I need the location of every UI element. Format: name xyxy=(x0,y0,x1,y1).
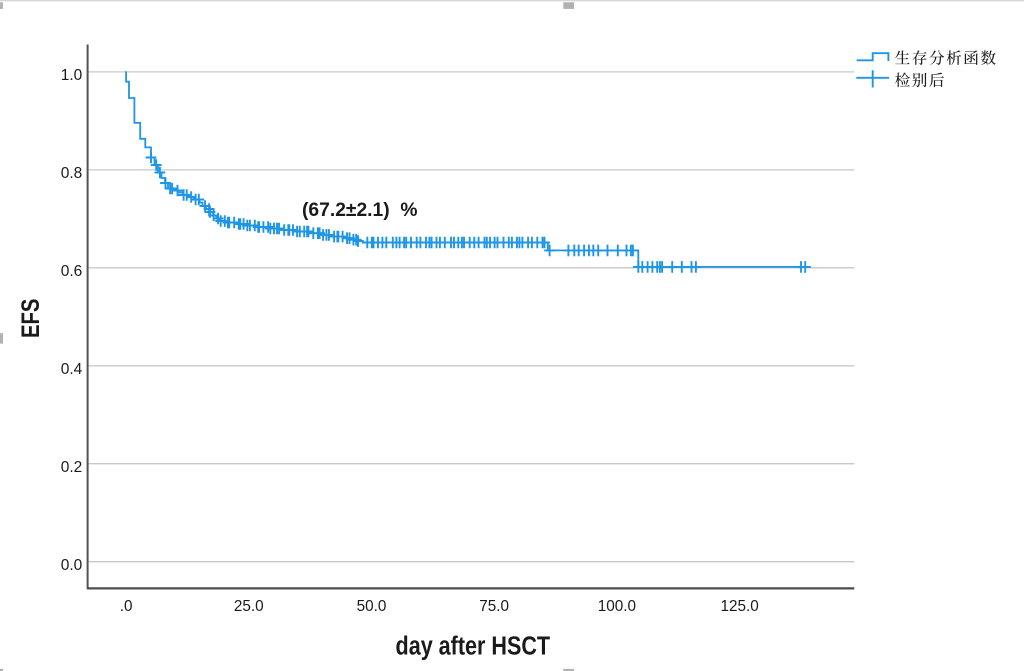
svg-text:75.0: 75.0 xyxy=(479,598,509,615)
svg-text:.0: .0 xyxy=(120,598,133,615)
svg-text:(67.2±2.1) %: (67.2±2.1) % xyxy=(302,200,418,221)
svg-text:50.0: 50.0 xyxy=(357,598,387,615)
svg-text:0.2: 0.2 xyxy=(61,459,83,476)
svg-text:EFS: EFS xyxy=(17,299,45,339)
svg-text:day after HSCT: day after HSCT xyxy=(396,633,551,661)
svg-text:0.0: 0.0 xyxy=(61,557,83,574)
svg-text:0.4: 0.4 xyxy=(61,361,83,378)
svg-text:0.6: 0.6 xyxy=(61,263,83,280)
svg-text:125.0: 125.0 xyxy=(720,598,758,615)
svg-text:1.0: 1.0 xyxy=(61,67,83,84)
svg-text:100.0: 100.0 xyxy=(598,598,636,615)
svg-text:25.0: 25.0 xyxy=(234,598,264,615)
svg-text:0.8: 0.8 xyxy=(61,165,83,182)
